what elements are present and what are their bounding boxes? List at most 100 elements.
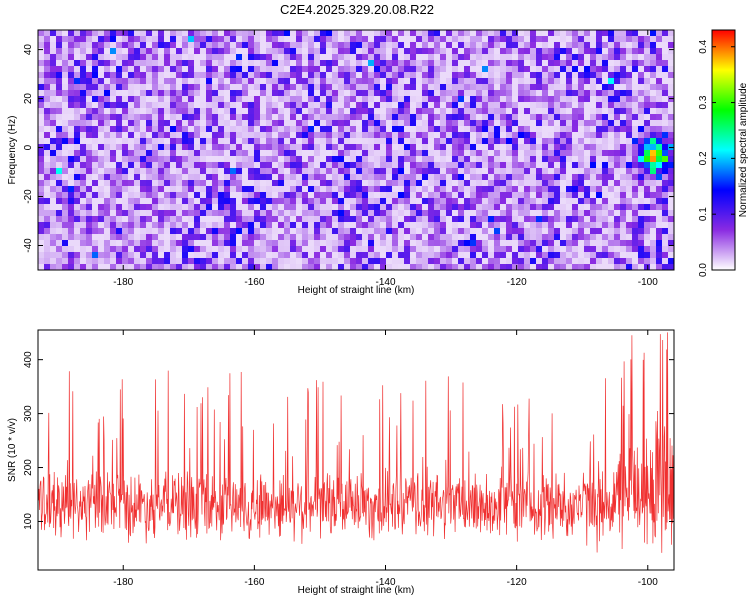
heatmap-cell — [386, 156, 393, 163]
heatmap-cell — [560, 48, 567, 55]
heatmap-cell — [644, 210, 651, 217]
heatmap-cell — [428, 162, 435, 169]
heatmap-cell — [536, 174, 543, 181]
heatmap-cell — [62, 252, 69, 259]
heatmap-cell — [668, 174, 675, 181]
heatmap-cell — [530, 102, 537, 109]
heatmap-cell — [632, 72, 639, 79]
heatmap-cell — [380, 216, 387, 223]
heatmap-cell — [668, 132, 675, 139]
heatmap-cell — [494, 48, 501, 55]
heatmap-cell — [212, 174, 219, 181]
heatmap-cell — [62, 72, 69, 79]
heatmap-cell — [188, 120, 195, 127]
heatmap-cell — [50, 108, 57, 115]
heatmap-cell — [524, 228, 531, 235]
heatmap-cell — [278, 108, 285, 115]
heatmap-cell — [158, 246, 165, 253]
heatmap-cell — [326, 204, 333, 211]
heatmap-cell — [506, 168, 513, 175]
heatmap-cell — [548, 192, 555, 199]
heatmap-cell — [308, 48, 315, 55]
heatmap-cell — [242, 102, 249, 109]
heatmap-cell — [332, 240, 339, 247]
heatmap-cell — [50, 210, 57, 217]
heatmap-cell — [212, 240, 219, 247]
snr-y-tick-label: 100 — [23, 513, 34, 530]
heatmap-cell — [158, 114, 165, 121]
heatmap-cell — [644, 96, 651, 103]
heatmap-cell — [56, 132, 63, 139]
heatmap-cell — [410, 144, 417, 151]
heatmap-cell — [38, 240, 45, 247]
heatmap-cell — [554, 54, 561, 61]
heatmap-cell — [332, 84, 339, 91]
snr-background — [38, 330, 674, 570]
heatmap-cell — [470, 138, 477, 145]
heatmap-cell — [458, 90, 465, 97]
heatmap-cell — [176, 138, 183, 145]
heatmap-cell — [560, 216, 567, 223]
heatmap-cell — [236, 120, 243, 127]
heatmap-cell — [404, 102, 411, 109]
heatmap-cell — [218, 144, 225, 151]
heatmap-cell — [404, 222, 411, 229]
heatmap-cell — [368, 210, 375, 217]
heatmap-cell — [206, 150, 213, 157]
heatmap-cell — [68, 54, 75, 61]
heatmap-cell — [92, 252, 99, 259]
heatmap-cell — [158, 240, 165, 247]
heatmap-cell — [266, 108, 273, 115]
heatmap-cell — [638, 78, 645, 85]
heatmap-cell — [158, 102, 165, 109]
heatmap-cell — [92, 222, 99, 229]
heatmap-cell — [428, 102, 435, 109]
heatmap-cell — [566, 48, 573, 55]
heatmap-cell — [104, 114, 111, 121]
heatmap-cell — [188, 240, 195, 247]
heatmap-cell — [512, 222, 519, 229]
heatmap-cell — [92, 228, 99, 235]
heatmap-cell — [374, 120, 381, 127]
heatmap-cell — [314, 48, 321, 55]
snr-y-tick-label: 400 — [23, 351, 34, 368]
heatmap-cell — [392, 228, 399, 235]
heatmap-cell — [650, 90, 657, 97]
heatmap-cell — [404, 90, 411, 97]
heatmap-cell — [356, 96, 363, 103]
heatmap-cell — [50, 258, 57, 265]
heatmap-cell — [86, 138, 93, 145]
heatmap-cell — [134, 156, 141, 163]
heatmap-cell — [620, 102, 627, 109]
heatmap-cell — [290, 96, 297, 103]
heatmap-cell — [668, 240, 675, 247]
heatmap-cell — [608, 234, 615, 241]
heatmap-cell — [368, 78, 375, 85]
heatmap-cell — [548, 138, 555, 145]
heatmap-cell — [284, 174, 291, 181]
heatmap-cell — [584, 192, 591, 199]
heatmap-cell — [482, 126, 489, 133]
heatmap-cell — [122, 186, 129, 193]
heatmap-cell — [536, 102, 543, 109]
heatmap-cell — [404, 60, 411, 67]
heatmap-cell — [548, 48, 555, 55]
heatmap-cell — [254, 162, 261, 169]
heatmap-cell — [428, 180, 435, 187]
heatmap-cell — [386, 180, 393, 187]
heatmap-cell — [608, 96, 615, 103]
heatmap-cell — [506, 258, 513, 265]
heatmap-cell — [416, 162, 423, 169]
heatmap-cell — [326, 102, 333, 109]
heatmap-cell — [476, 72, 483, 79]
heatmap-cell — [392, 108, 399, 115]
heatmap-cell — [380, 252, 387, 259]
heatmap-cell — [146, 168, 153, 175]
heatmap-cell — [590, 90, 597, 97]
heatmap-cell — [392, 168, 399, 175]
heatmap-cell — [584, 60, 591, 67]
heatmap-cell — [146, 36, 153, 43]
heatmap-cell — [578, 252, 585, 259]
heatmap-cell — [296, 162, 303, 169]
heatmap-cell — [92, 246, 99, 253]
